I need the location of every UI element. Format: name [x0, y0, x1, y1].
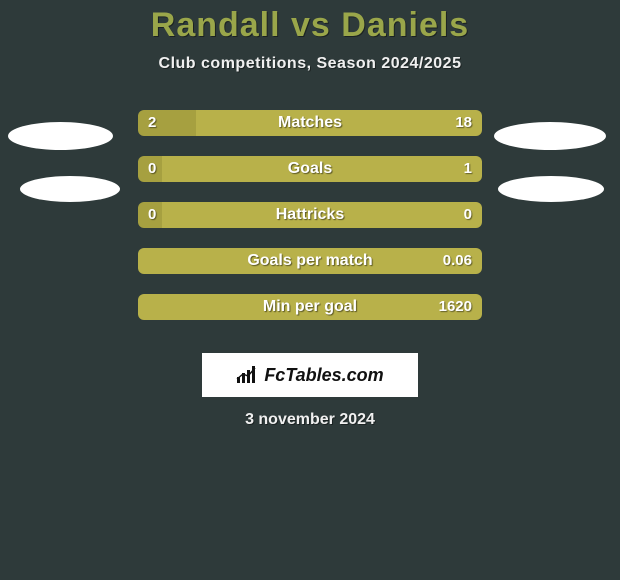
- bars-icon: [236, 366, 258, 384]
- bar-segment-left: [138, 110, 196, 136]
- bar-value-left: 0: [148, 156, 156, 182]
- bar-value-left: 0: [148, 202, 156, 228]
- bar-segment-right: [138, 294, 482, 320]
- bar-value-left: 2: [148, 110, 156, 136]
- bar-value-right: 1620: [439, 294, 472, 320]
- bar-value-right: 0.06: [443, 248, 472, 274]
- club-logo-placeholder: [494, 122, 606, 150]
- bar-track: 1620Min per goal: [138, 294, 482, 320]
- bar-segment-right: [138, 248, 482, 274]
- club-logo-placeholder: [20, 176, 120, 202]
- bar-value-right: 0: [464, 202, 472, 228]
- bar-segment-right: [196, 110, 482, 136]
- bar-track: 0.06Goals per match: [138, 248, 482, 274]
- comparison-card: Randall vs Daniels Club competitions, Se…: [0, 0, 620, 580]
- bar-track: 218Matches: [138, 110, 482, 136]
- bar-value-right: 1: [464, 156, 472, 182]
- bar-segment-right: [162, 156, 482, 182]
- bar-row: 1620Min per goal: [0, 285, 620, 331]
- club-logo-placeholder: [8, 122, 113, 150]
- source-logo[interactable]: FcTables.com: [202, 353, 418, 397]
- bar-segment-right: [162, 202, 482, 228]
- date-text: 3 november 2024: [0, 411, 620, 429]
- logo-text: FcTables.com: [264, 365, 383, 386]
- bar-value-right: 18: [455, 110, 472, 136]
- page-title: Randall vs Daniels: [0, 0, 620, 45]
- bar-track: 01Goals: [138, 156, 482, 182]
- club-logo-placeholder: [498, 176, 604, 202]
- bar-row: 0.06Goals per match: [0, 239, 620, 285]
- subtitle: Club competitions, Season 2024/2025: [0, 55, 620, 73]
- bar-track: 00Hattricks: [138, 202, 482, 228]
